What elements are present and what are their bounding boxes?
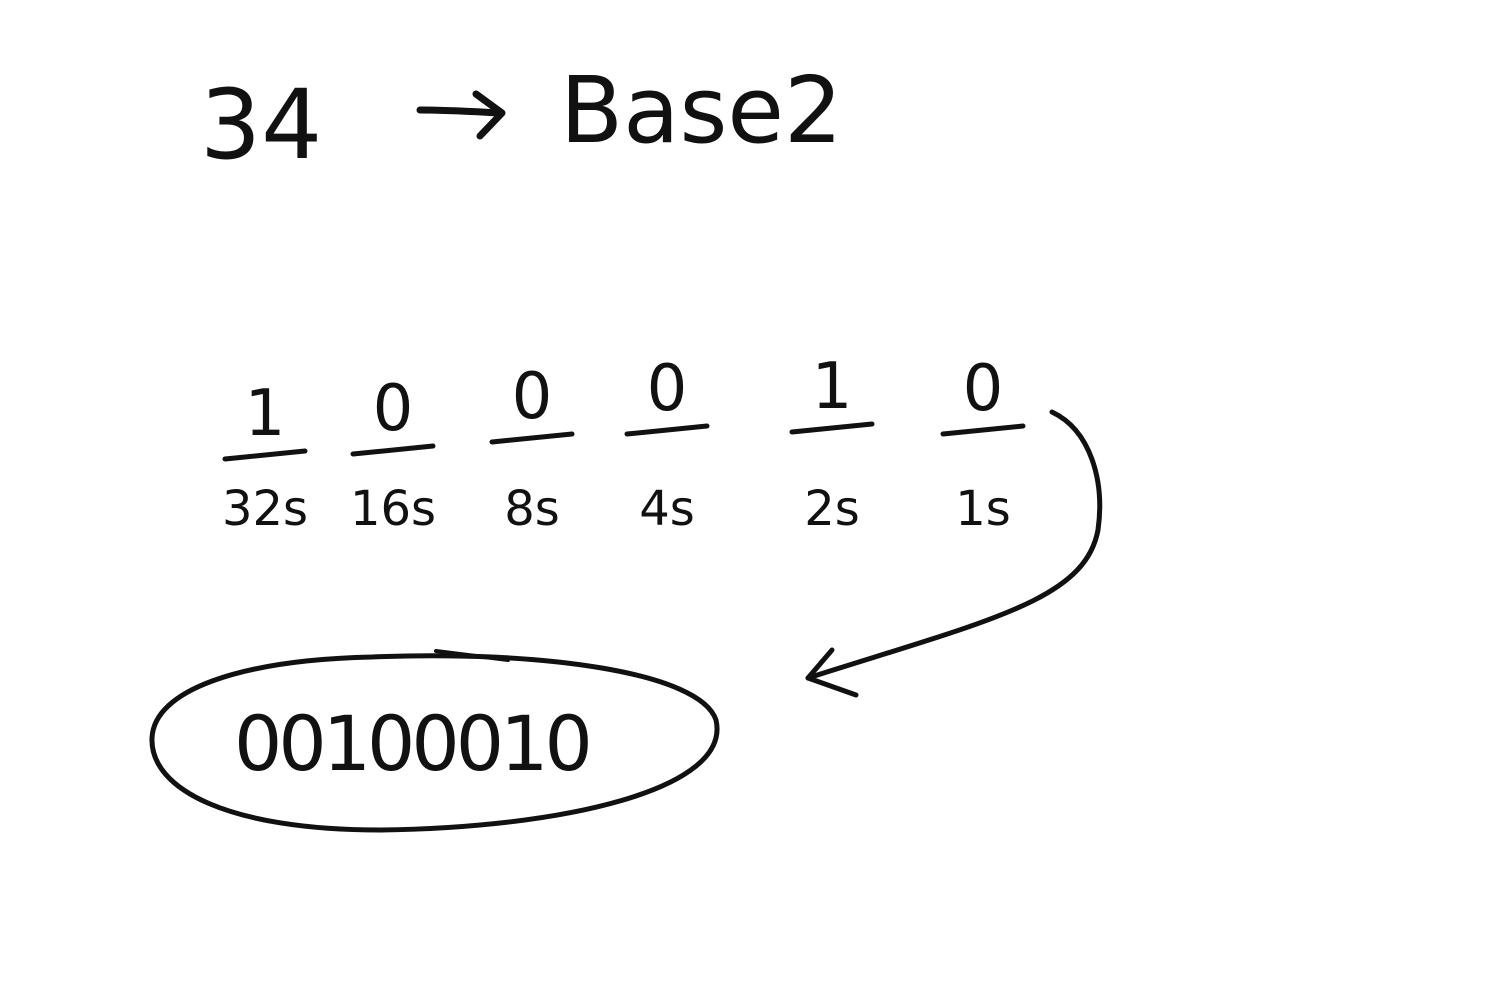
place-weight-label: 16s [350, 481, 436, 537]
conversion-arrow-icon [416, 90, 506, 140]
place-blank-line [489, 431, 575, 445]
place-value-slots: 1 32s 0 16s 0 8s 0 4s 1 2s 0 1s [222, 350, 1026, 537]
target-base: Base2 [560, 57, 843, 164]
place-weight-label: 2s [804, 481, 860, 537]
place-digit: 1 [812, 350, 853, 424]
place-value-slot: 0 16s [350, 372, 436, 537]
place-blank-line [624, 423, 710, 437]
place-weight-label: 4s [639, 481, 695, 537]
place-weight-label: 32s [222, 481, 308, 537]
place-blank-line [940, 423, 1026, 437]
place-value-slot: 0 8s [489, 360, 575, 537]
place-blank-line [222, 448, 308, 462]
place-value-slot: 1 32s [222, 377, 308, 537]
place-value-slot: 0 4s [624, 352, 710, 537]
place-value-slot: 0 1s [940, 352, 1026, 537]
decimal-number: 34 [200, 69, 322, 181]
curved-arrow-icon [805, 409, 1103, 698]
place-weight-label: 1s [955, 481, 1011, 537]
place-digit: 1 [245, 377, 286, 451]
place-value-slot: 1 2s [789, 350, 875, 537]
place-blank-line [789, 421, 875, 435]
place-weight-label: 8s [504, 481, 560, 537]
place-digit: 0 [647, 352, 688, 426]
place-digit: 0 [373, 372, 414, 446]
place-digit: 0 [512, 360, 553, 434]
binary-result: 00100010 [234, 699, 589, 788]
place-digit: 0 [963, 352, 1004, 426]
place-blank-line [350, 443, 436, 457]
result-circle [149, 649, 720, 833]
